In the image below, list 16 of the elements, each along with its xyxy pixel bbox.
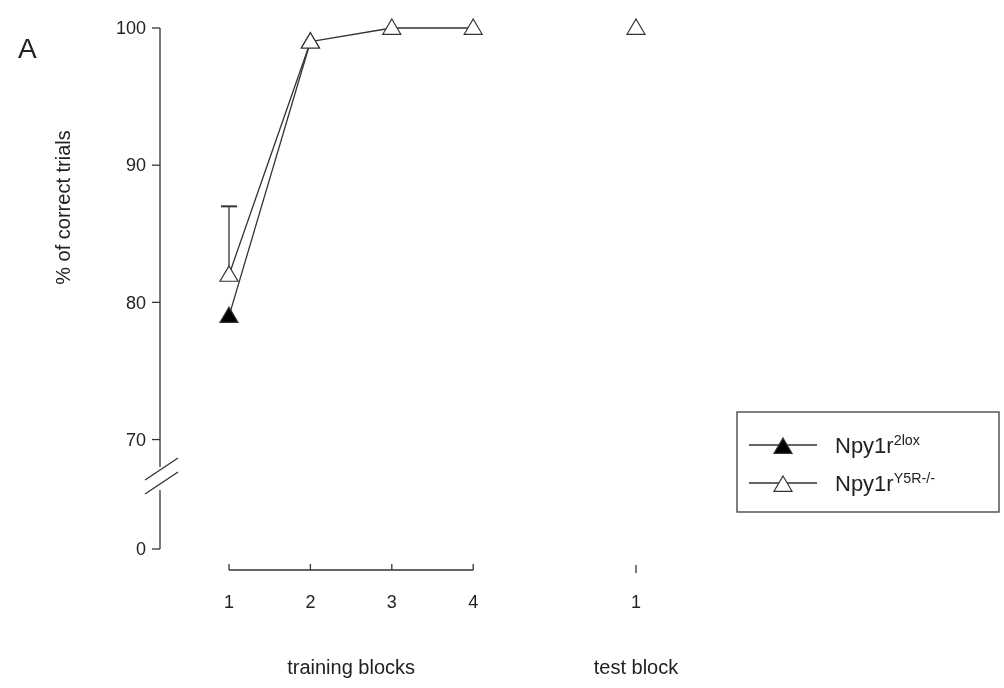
y-tick-label: 100 [115, 18, 146, 39]
x-tick-label: 1 [630, 592, 642, 612]
x-tick-label: 1 [223, 592, 235, 612]
y-tick-label: 70 [125, 429, 146, 450]
y-tick-label: 80 [125, 292, 146, 313]
x-tick-label: 2 [305, 592, 316, 612]
legend-label: Npy1r$^{2lox}$ [835, 432, 920, 458]
text: test block [593, 656, 680, 678]
text: 0 [135, 539, 146, 560]
legend-label: Npy1r$^{Y5R-/-}$ [835, 470, 936, 496]
x-tick-label: 3 [386, 592, 397, 612]
y-axis-title: % of correct trials [52, 130, 74, 285]
y-tick-label: 90 [125, 155, 146, 176]
x-tick-label: 4 [468, 592, 479, 612]
text: A [18, 33, 37, 64]
x-axis-title: training blocks [287, 656, 416, 678]
